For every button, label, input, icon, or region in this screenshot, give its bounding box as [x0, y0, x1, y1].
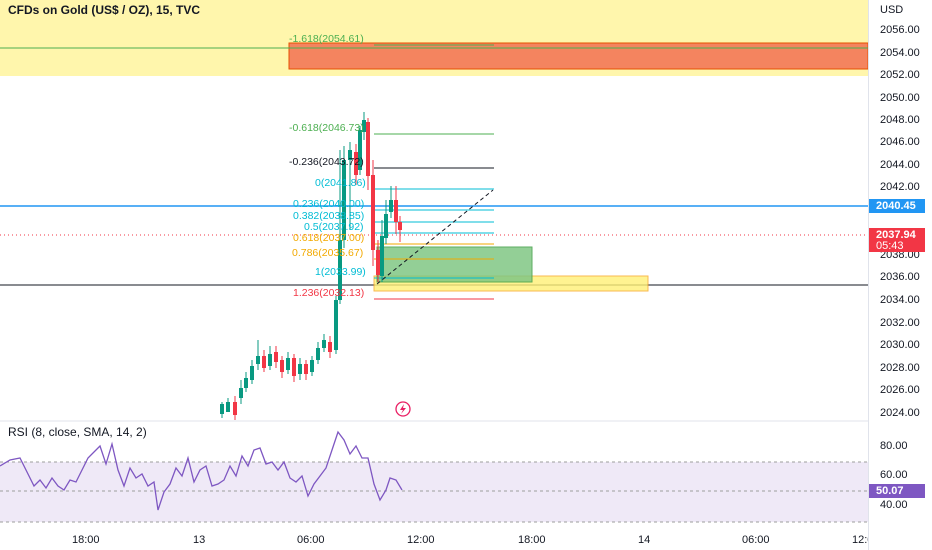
time-label: 18:00	[518, 534, 546, 546]
price-tick: 2032.00	[880, 317, 920, 329]
candle-body[interactable]	[226, 402, 230, 412]
symbol-label: CFDs on Gold (US$ / OZ), 15, TVC	[8, 3, 201, 17]
candle-body[interactable]	[256, 356, 260, 364]
candle-body[interactable]	[338, 240, 342, 300]
price-tick: 2026.00	[880, 384, 920, 396]
symbol-title[interactable]: CFDs on Gold (US$ / OZ), 15, TVC	[8, 3, 200, 17]
candle-body[interactable]	[380, 236, 384, 276]
candle-body[interactable]	[358, 130, 362, 170]
fib-level-label: 0.236(2040.00)	[293, 198, 365, 210]
candle-body[interactable]	[376, 250, 380, 275]
last-price-tag: 2037.94 05:43	[869, 228, 925, 252]
candle-body[interactable]	[398, 222, 402, 230]
candle-body[interactable]	[244, 378, 248, 388]
currency-label: USD	[880, 4, 904, 16]
candle-body[interactable]	[389, 200, 393, 212]
price-tick: 2048.00	[880, 114, 920, 126]
price-tick: 2044.00	[880, 159, 920, 171]
candle-body[interactable]	[274, 352, 278, 362]
candle-body[interactable]	[342, 160, 346, 240]
price-tick: 2050.00	[880, 92, 920, 104]
candles	[220, 112, 402, 420]
countdown: 05:43	[876, 240, 904, 252]
rsi-title[interactable]: RSI (8, close, SMA, 14, 2)	[8, 425, 147, 439]
price-tick: 2030.00	[880, 339, 920, 351]
candle-body[interactable]	[220, 404, 224, 414]
candle-body[interactable]	[394, 200, 398, 222]
fib-level-label: 1.236(2032.13)	[293, 287, 365, 299]
lightning-icon[interactable]	[395, 401, 411, 417]
fib-level-label: -1.618(2054.61)	[289, 33, 364, 45]
time-label: 06:00	[742, 534, 770, 546]
price-tick: 2046.00	[880, 136, 920, 148]
rsi-tick: 80.00	[880, 440, 908, 452]
candle-body[interactable]	[286, 358, 290, 370]
rsi-band	[0, 462, 868, 522]
candle-body[interactable]	[366, 122, 370, 176]
candle-body[interactable]	[310, 360, 314, 372]
fib-level-label: 0.5(2037.92)	[304, 221, 364, 233]
price-tick: 2052.00	[880, 69, 920, 81]
fib-level-label: -0.618(2046.73)	[289, 122, 364, 134]
candle-body[interactable]	[334, 300, 338, 350]
price-tick: 2036.00	[880, 271, 920, 283]
candle-body[interactable]	[328, 342, 332, 352]
last-price: 2037.94	[876, 229, 916, 241]
demand-zone-green[interactable]	[376, 246, 533, 283]
time-label: 06:00	[297, 534, 325, 546]
fib-level-label: 0.786(2035.67)	[292, 247, 364, 259]
fib-trend-line	[376, 189, 494, 285]
candle-body[interactable]	[316, 348, 320, 360]
rsi-tick: 60.00	[880, 469, 908, 481]
price-tick: 2034.00	[880, 294, 920, 306]
candle-body[interactable]	[322, 340, 326, 348]
orange-zone[interactable]	[288, 42, 869, 70]
rsi-tick: 40.00	[880, 499, 908, 511]
candle-body[interactable]	[371, 175, 375, 250]
fib-level-label: 0.382(2038.85)	[293, 210, 365, 222]
price-axis[interactable]	[868, 0, 932, 550]
rsi-line	[0, 430, 403, 511]
candle-body[interactable]	[233, 402, 237, 415]
candle-body[interactable]	[280, 360, 284, 372]
time-label: 12:00	[407, 534, 435, 546]
price-tick: 2028.00	[880, 362, 920, 374]
rsi-value-tag: 50.07	[869, 484, 925, 498]
candle-body[interactable]	[268, 354, 272, 366]
price-tick: 2042.00	[880, 181, 920, 193]
time-label: 14	[638, 534, 651, 546]
candle-body[interactable]	[354, 152, 358, 175]
fib-level-label: -0.236(2043.72)	[289, 156, 364, 168]
candle-body[interactable]	[304, 364, 308, 374]
candle-body[interactable]	[362, 120, 366, 132]
level-tag: 2040.45	[869, 199, 925, 213]
candle-body[interactable]	[348, 150, 352, 160]
candle-body[interactable]	[298, 364, 302, 374]
price-tick: 2056.00	[880, 24, 920, 36]
candle-body[interactable]	[250, 366, 254, 380]
price-tick: 2054.00	[880, 47, 920, 59]
candle-body[interactable]	[262, 356, 266, 368]
fib-level-label: 0(2041.86)	[315, 177, 366, 189]
price-tick: 2038.00	[880, 249, 920, 261]
candle-body[interactable]	[239, 388, 243, 398]
fib-level-label: 0.618(2037.00)	[293, 232, 365, 244]
time-label: 18:00	[72, 534, 100, 546]
price-tick: 2024.00	[880, 407, 920, 419]
time-label: 13	[193, 534, 206, 546]
fib-level-label: 1(2033.99)	[315, 266, 366, 278]
candle-body[interactable]	[292, 358, 296, 376]
candle-body[interactable]	[384, 214, 388, 238]
